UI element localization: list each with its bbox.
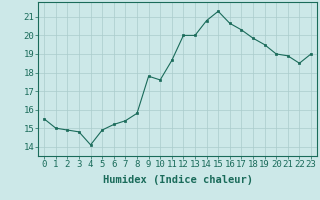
X-axis label: Humidex (Indice chaleur): Humidex (Indice chaleur) — [103, 175, 252, 185]
